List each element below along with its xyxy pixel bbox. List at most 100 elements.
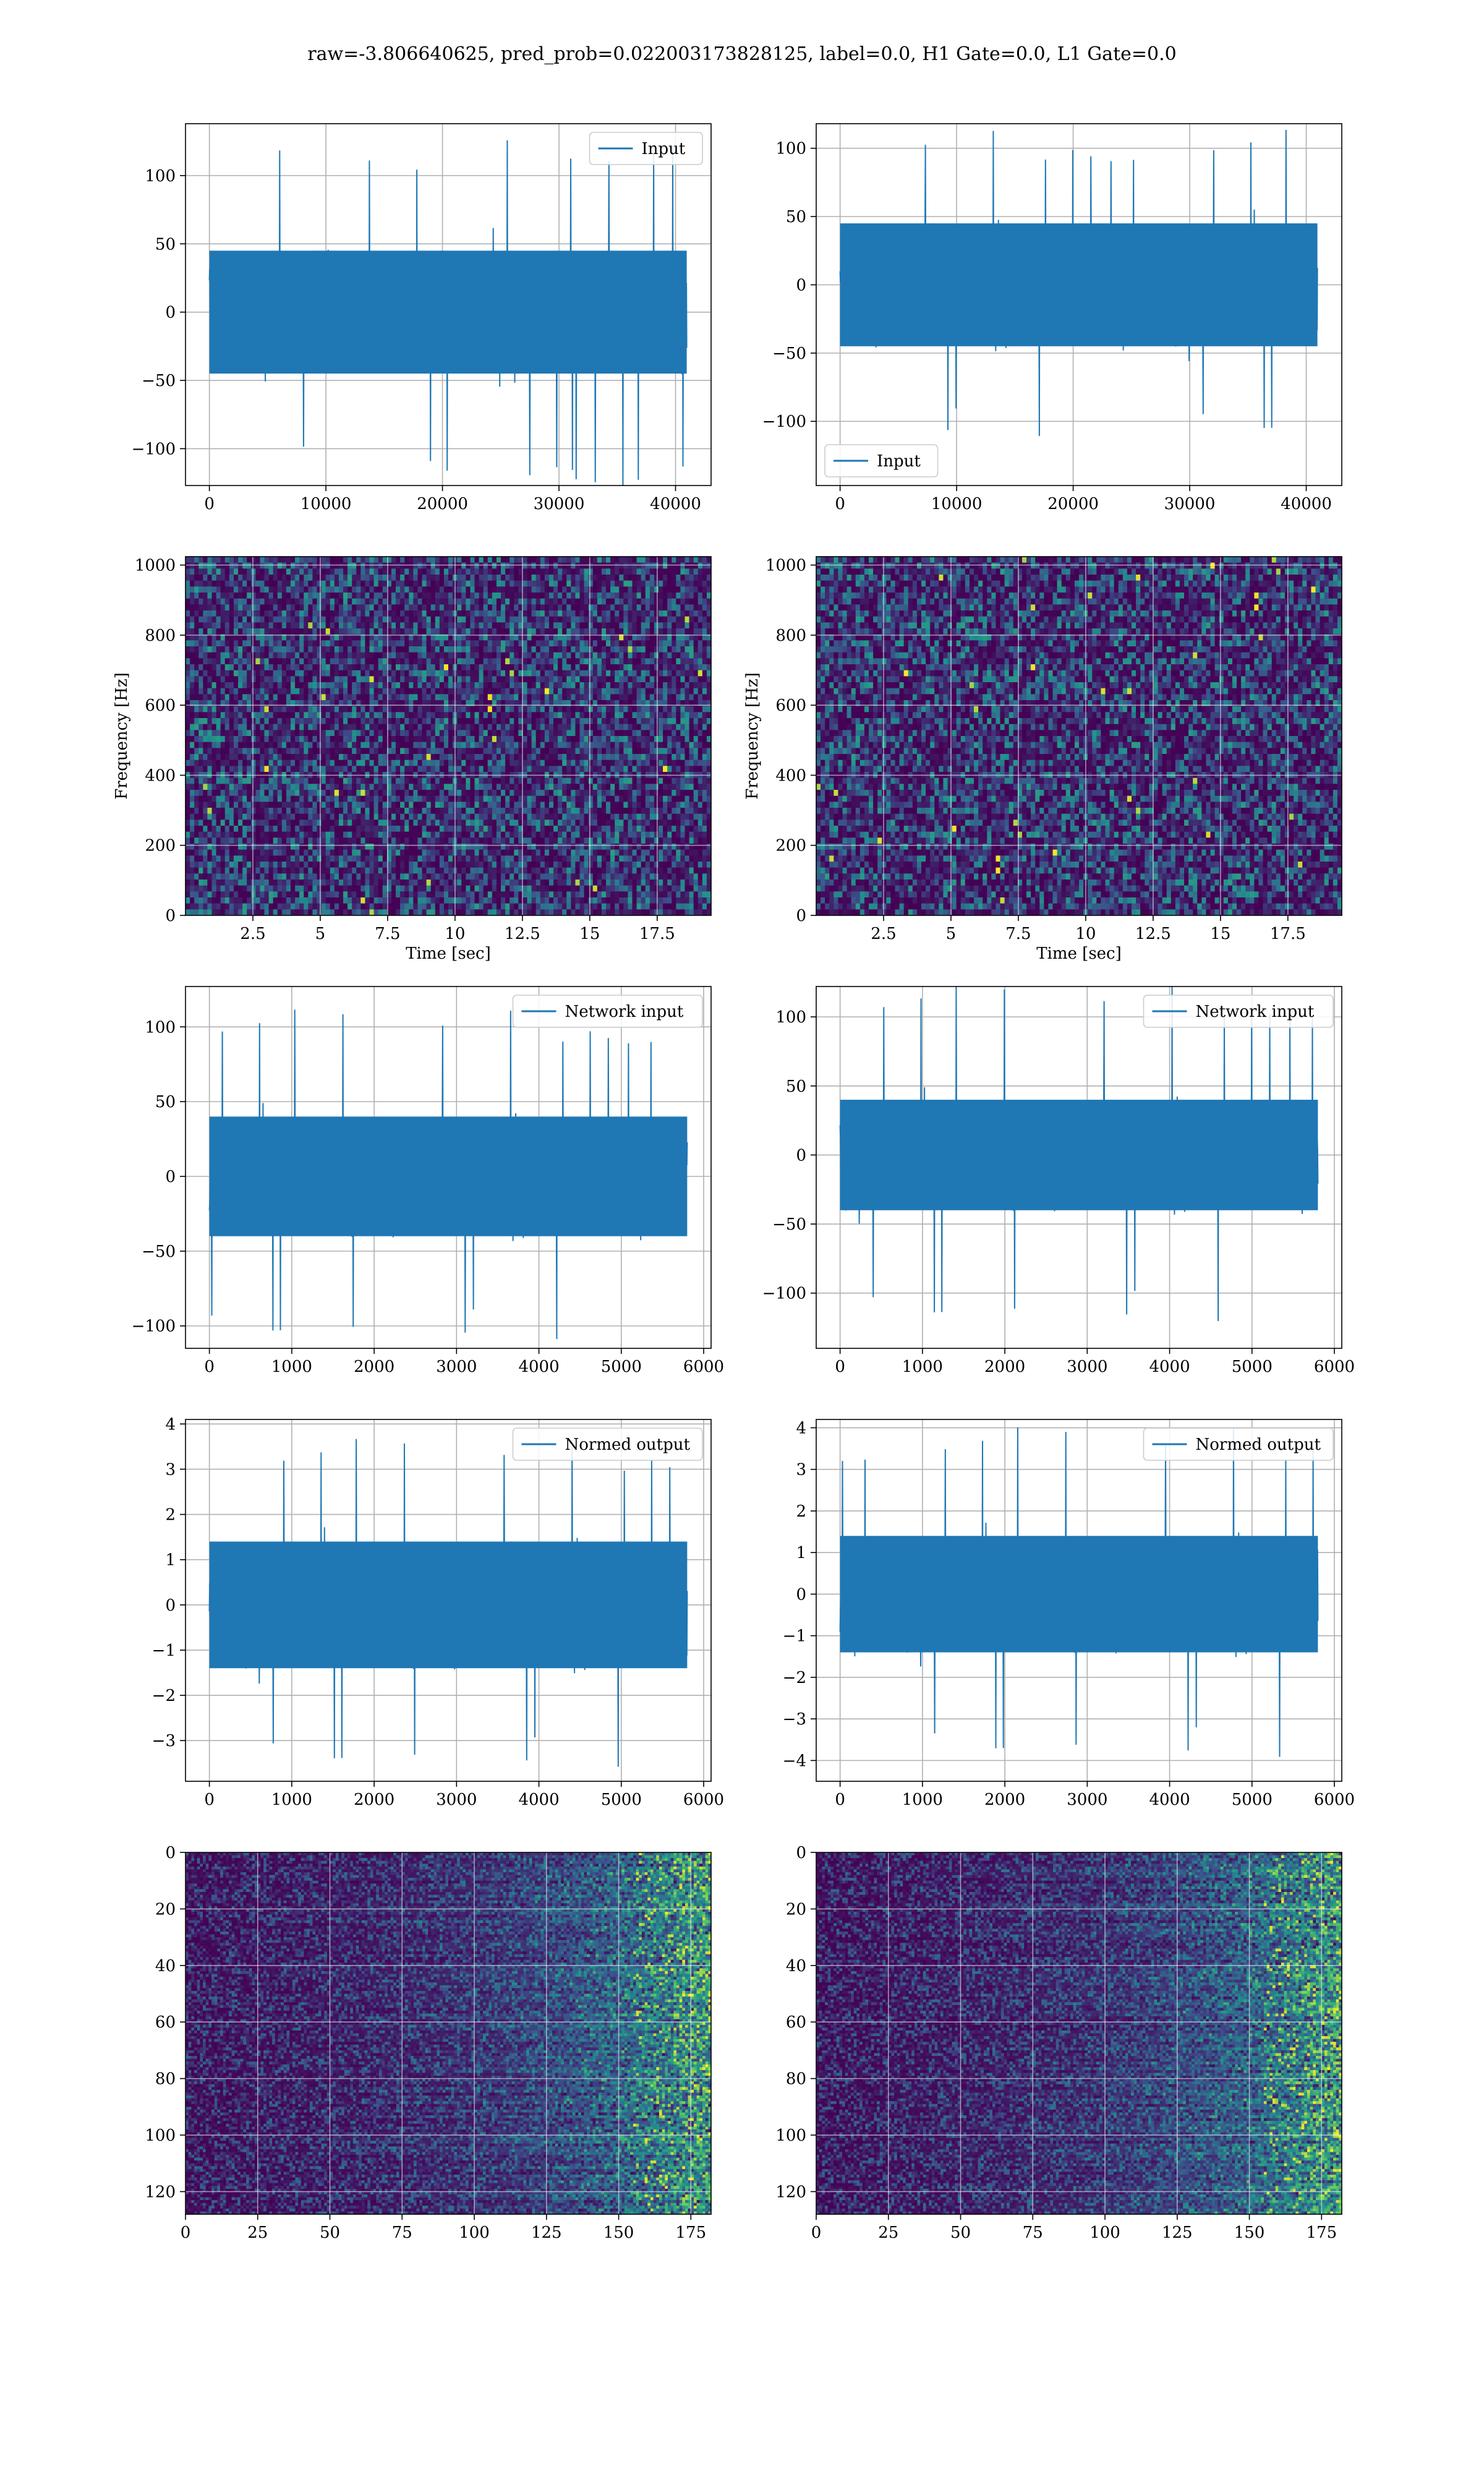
x-tick-label: 30000: [534, 495, 585, 513]
x-tick-label: 6000: [1314, 1791, 1355, 1809]
y-tick-label: 50: [155, 235, 176, 254]
x-tick-label: 175: [675, 2224, 706, 2242]
legend-label: Normed output: [1196, 1436, 1321, 1454]
legend-label: Network input: [1196, 1003, 1315, 1021]
y-tick-label: 1000: [765, 557, 806, 575]
series-band: [840, 1536, 1318, 1652]
y-tick-label: 120: [775, 2183, 806, 2201]
x-tick-label: 125: [531, 2224, 562, 2242]
y-tick-label: 600: [145, 696, 176, 715]
y-tick-label: 4: [165, 1415, 176, 1434]
x-axis-label: Time [sec]: [406, 944, 491, 963]
plot-area: [186, 1852, 712, 2215]
series-band: [210, 250, 687, 374]
x-tick-label: 3000: [1067, 1791, 1107, 1809]
series-band: [210, 1116, 688, 1236]
y-tick-label: 2: [796, 1502, 806, 1521]
y-tick-label: 3: [796, 1461, 806, 1479]
x-tick-label: 150: [603, 2224, 634, 2242]
y-tick-label: 2: [165, 1506, 176, 1525]
y-tick-label: 40: [786, 1957, 806, 1975]
y-tick-label: 40: [155, 1957, 176, 1975]
x-tick-label: 0: [204, 495, 215, 513]
series-band: [840, 223, 1318, 346]
chart-r2c1: 2.5 5 7.5 10 12.5 15 17.502004006008001000Time…: [113, 557, 712, 963]
plot-area: [186, 124, 711, 487]
y-tick-label: 200: [145, 837, 176, 855]
x-tick-label: 17.5: [639, 925, 675, 943]
x-tick-label: 125: [1162, 2224, 1193, 2242]
y-tick-label: 100: [775, 140, 806, 158]
x-tick-label: 4000: [1149, 1358, 1190, 1376]
series-band: [210, 1541, 688, 1668]
plot-area: [186, 1419, 711, 1781]
plot-area: [816, 557, 1342, 916]
y-tick-label: −3: [152, 1732, 176, 1750]
x-tick-label: 1000: [902, 1358, 943, 1376]
plot-area: [816, 1852, 1342, 2215]
y-tick-label: 0: [796, 1146, 806, 1165]
heatmap-cells: [186, 1852, 712, 2215]
x-tick-label: 0: [835, 1791, 845, 1809]
y-tick-label: 20: [155, 1900, 176, 1919]
y-tick-label: −100: [132, 1317, 176, 1336]
heatmap-cells: [186, 557, 712, 916]
x-tick-label: 2000: [984, 1791, 1025, 1809]
x-tick-label: 25: [247, 2224, 268, 2242]
y-tick-label: 100: [775, 1008, 806, 1027]
x-tick-label: 30000: [1164, 495, 1216, 513]
x-tick-label: 6000: [1314, 1358, 1355, 1376]
x-tick-label: 5: [315, 925, 326, 943]
x-tick-label: 40000: [650, 495, 701, 513]
legend: Normed output: [513, 1428, 703, 1460]
y-tick-label: 400: [145, 766, 176, 785]
y-tick-label: −50: [772, 1215, 806, 1234]
x-tick-label: 0: [181, 2224, 191, 2242]
y-tick-label: 50: [155, 1093, 176, 1111]
x-tick-label: 2000: [354, 1358, 394, 1376]
x-tick-label: 5000: [601, 1791, 642, 1809]
heatmap-cells: [816, 557, 1342, 916]
x-tick-label: 5000: [601, 1358, 642, 1376]
y-tick-label: 80: [155, 2070, 176, 2089]
series-band: [840, 1100, 1318, 1210]
chart-r4c2: 0 1000 2000 3000 4000 5000 6000−4−3−2−101234No…: [783, 1419, 1355, 1809]
y-tick-label: 200: [775, 837, 806, 855]
x-tick-label: 10: [445, 925, 465, 943]
y-tick-label: 50: [786, 1077, 806, 1096]
chart-r2c2: 2.5 5 7.5 10 12.5 15 17.502004006008001000Time…: [743, 557, 1342, 963]
y-tick-label: 1: [165, 1551, 176, 1570]
plot-area: [816, 1419, 1342, 1781]
y-tick-label: 60: [155, 2013, 176, 2032]
x-tick-label: 6000: [683, 1791, 724, 1809]
x-tick-label: 12.5: [1135, 925, 1171, 943]
legend-label: Input: [877, 452, 921, 471]
legend: Network input: [1144, 995, 1334, 1027]
plot-area: [816, 124, 1342, 486]
y-tick-label: −50: [142, 1243, 176, 1261]
x-tick-label: 15: [579, 925, 600, 943]
x-tick-label: 10000: [931, 495, 983, 513]
plot-area: [816, 985, 1342, 1348]
x-axis-label: Time [sec]: [1036, 944, 1122, 963]
y-tick-label: 0: [796, 1585, 806, 1604]
heatmap-cells: [816, 1852, 1342, 2215]
x-tick-label: 2000: [354, 1791, 394, 1809]
y-tick-label: 1: [796, 1544, 806, 1562]
x-tick-label: 7.5: [1005, 925, 1031, 943]
y-tick-label: −1: [152, 1641, 176, 1660]
y-tick-label: −50: [142, 372, 176, 390]
x-tick-label: 4000: [1149, 1791, 1190, 1809]
y-tick-label: 4: [796, 1419, 806, 1437]
y-tick-label: −50: [772, 345, 806, 363]
x-tick-label: 2.5: [240, 925, 265, 943]
y-tick-label: 0: [165, 1596, 176, 1615]
y-tick-label: 60: [786, 2013, 806, 2032]
y-tick-label: 800: [775, 627, 806, 645]
x-tick-label: 3000: [436, 1791, 477, 1809]
x-tick-label: 75: [1023, 2224, 1043, 2242]
